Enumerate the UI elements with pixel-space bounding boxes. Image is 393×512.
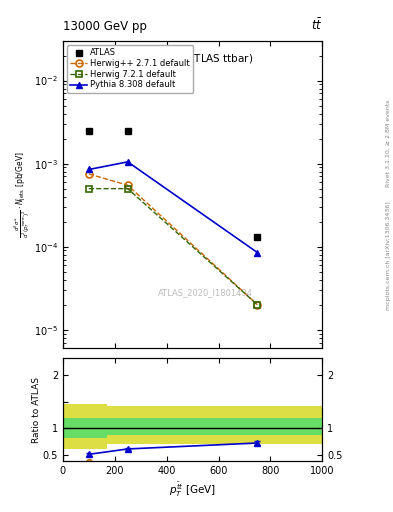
Text: mcplots.cern.ch [arXiv:1306.3436]: mcplots.cern.ch [arXiv:1306.3436] bbox=[386, 202, 391, 310]
Line: ATLAS: ATLAS bbox=[85, 127, 261, 241]
Line: Herwig 7.2.1 default: Herwig 7.2.1 default bbox=[85, 185, 261, 308]
Text: $t\bar{t}$: $t\bar{t}$ bbox=[311, 18, 322, 33]
Herwig++ 2.7.1 default bbox=[255, 302, 260, 308]
Text: Rivet 3.1.10, ≥ 2.8M events: Rivet 3.1.10, ≥ 2.8M events bbox=[386, 100, 391, 187]
Y-axis label: $\frac{d^2\sigma^\mathrm{u}}{d^2(p_T^\mathrm{norm})^2}\cdot N_\mathrm{jets}$ [pb: $\frac{d^2\sigma^\mathrm{u}}{d^2(p_T^\ma… bbox=[13, 151, 33, 238]
Y-axis label: Ratio to ATLAS: Ratio to ATLAS bbox=[32, 377, 41, 442]
Pythia 8.308 default bbox=[255, 249, 260, 255]
Pythia 8.308 default bbox=[125, 159, 130, 165]
Line: Herwig++ 2.7.1 default: Herwig++ 2.7.1 default bbox=[85, 170, 261, 308]
Text: 13000 GeV pp: 13000 GeV pp bbox=[63, 20, 147, 33]
Text: $p_T^{\bar{t}\mathrm{bar}}$ (ATLAS ttbar): $p_T^{\bar{t}\mathrm{bar}}$ (ATLAS ttbar… bbox=[157, 50, 254, 69]
ATLAS bbox=[255, 234, 260, 240]
ATLAS bbox=[86, 127, 91, 134]
Pythia 8.308 default bbox=[86, 166, 91, 173]
Line: Pythia 8.308 default: Pythia 8.308 default bbox=[85, 158, 261, 256]
Herwig 7.2.1 default bbox=[255, 302, 260, 308]
Herwig++ 2.7.1 default bbox=[125, 182, 130, 188]
Herwig 7.2.1 default bbox=[86, 185, 91, 191]
ATLAS bbox=[125, 127, 130, 134]
X-axis label: $p^{\bar{t}t}_T$ [GeV]: $p^{\bar{t}t}_T$ [GeV] bbox=[169, 481, 216, 500]
Text: ATLAS_2020_I1801434: ATLAS_2020_I1801434 bbox=[158, 288, 253, 297]
Legend: ATLAS, Herwig++ 2.7.1 default, Herwig 7.2.1 default, Pythia 8.308 default: ATLAS, Herwig++ 2.7.1 default, Herwig 7.… bbox=[67, 45, 193, 93]
Herwig 7.2.1 default bbox=[125, 185, 130, 191]
Herwig++ 2.7.1 default bbox=[86, 171, 91, 177]
